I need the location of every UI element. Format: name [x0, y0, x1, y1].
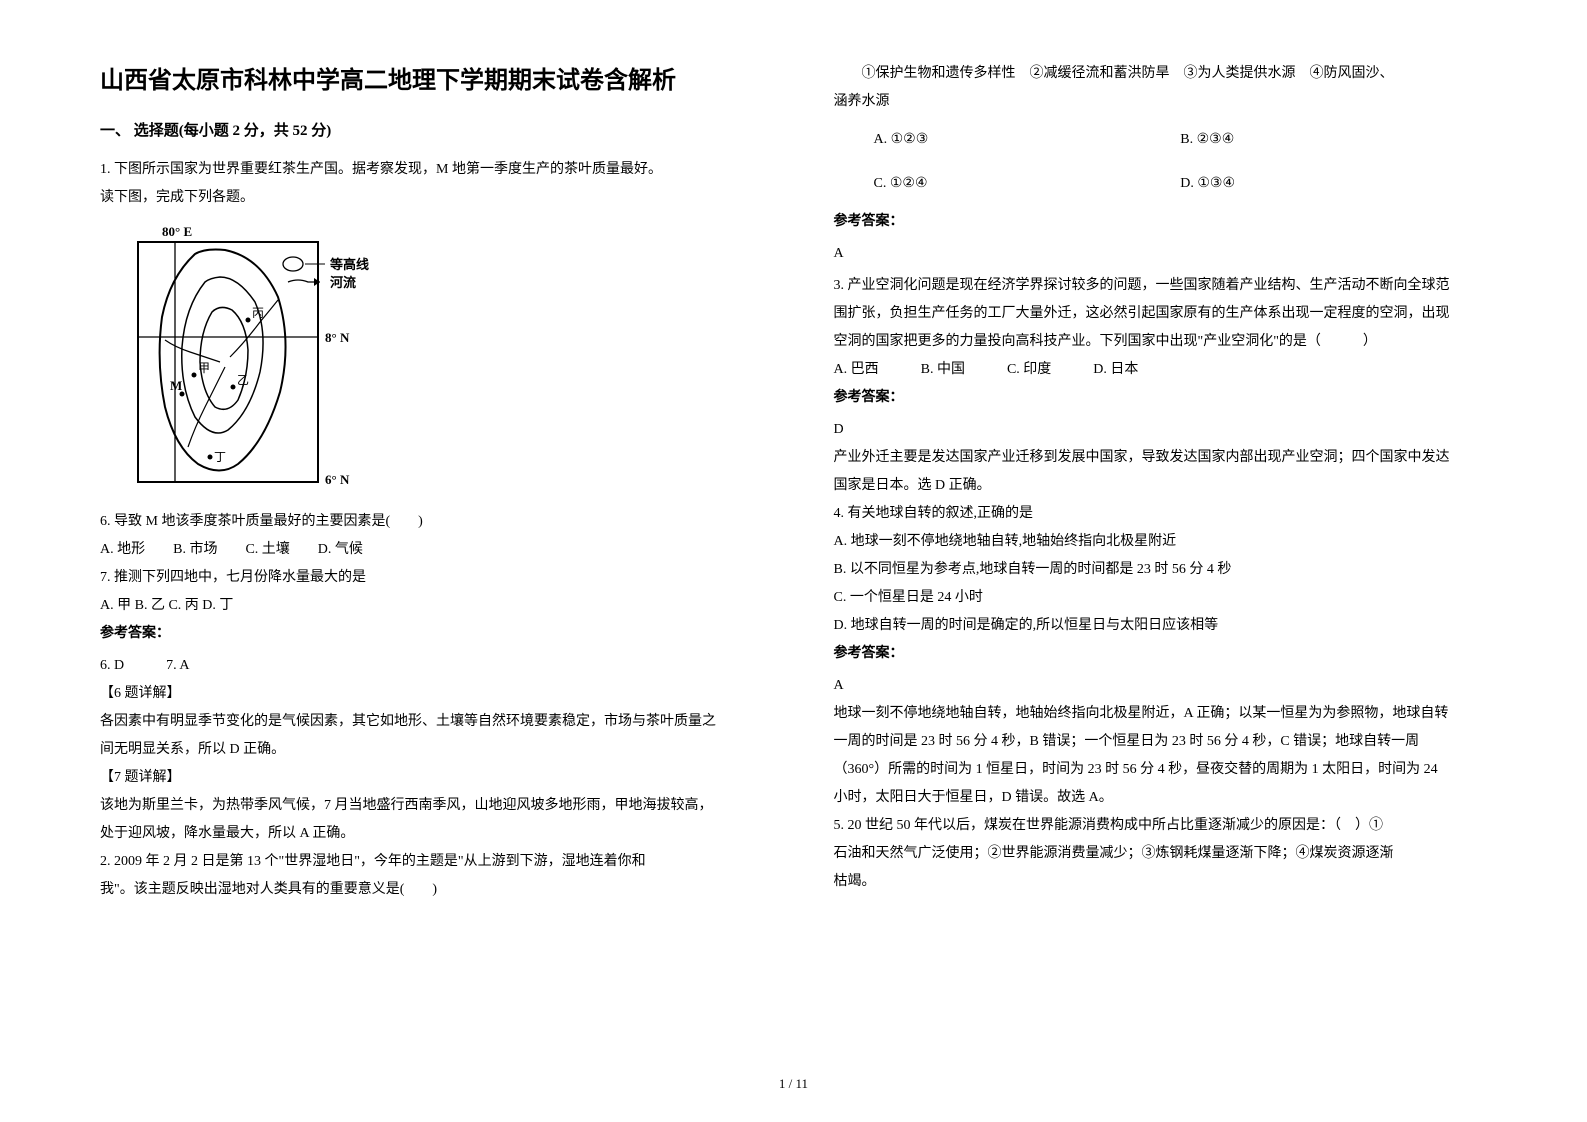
right-column: ①保护生物和遗传多样性 ②减缓径流和蓄洪防旱 ③为人类提供水源 ④防风固沙、 涵…	[834, 60, 1488, 1082]
label-80e: 80° E	[162, 224, 192, 239]
q4-d: D. 地球自转一周的时间是确定的,所以恒星日与太阳日应该相等	[834, 612, 1488, 640]
exp4-4: 小时，太阳日大于恒星日，D 错误。故选 A。	[834, 784, 1488, 812]
q1-intro-1: 1. 下图所示国家为世界重要红茶生产国。据考察发现，M 地第一季度生产的茶叶质量…	[100, 156, 754, 184]
q2-1: 2. 2009 年 2 月 2 日是第 13 个"世界湿地日"，今年的主题是"从…	[100, 848, 754, 876]
exp7-1: 该地为斯里兰卡，为热带季风气候，7 月当地盛行西南季风，山地迎风坡多地形雨，甲地…	[100, 792, 754, 820]
q6-options: A. 地形 B. 市场 C. 土壤 D. 气候	[100, 536, 754, 564]
q2-2: 我"。该主题反映出湿地对人类具有的重要意义是( )	[100, 876, 754, 904]
exp4-1: 地球一刻不停地绕地轴自转，地轴始终指向北极星附近，A 正确；以某一恒星为为参照物…	[834, 700, 1488, 728]
page-number: 1 / 11	[779, 1076, 808, 1092]
mark-m: M	[170, 378, 182, 393]
exp4-2: 一周的时间是 23 时 56 分 4 秒，B 错误；一个恒星日为 23 时 56…	[834, 728, 1488, 756]
exp7-label: 【7 题详解】	[100, 764, 754, 792]
answer-4: A	[834, 672, 1488, 700]
q1-intro-2: 读下图，完成下列各题。	[100, 184, 754, 212]
answer-2: A	[834, 240, 1488, 268]
legend-contour: 等高线	[329, 257, 369, 272]
exp3-2: 国家是日本。选 D 正确。	[834, 472, 1488, 500]
q3-1: 3. 产业空洞化问题是现在经济学界探讨较多的问题，一些国家随着产业结构、生产活动…	[834, 272, 1488, 300]
q2-opt-c: C. ①②④	[874, 170, 1181, 198]
q4-b: B. 以不同恒星为参考点,地球自转一周的时间都是 23 时 56 分 4 秒	[834, 556, 1488, 584]
q5-1: 5. 20 世纪 50 年代以后，煤炭在世界能源消费构成中所占比重逐渐减少的原因…	[834, 812, 1488, 840]
section-header: 一、 选择题(每小题 2 分，共 52 分)	[100, 119, 754, 140]
q2-options-row-2: C. ①②④ D. ①③④	[834, 170, 1488, 198]
q2-opt-d: D. ①③④	[1180, 170, 1487, 198]
q4-a: A. 地球一刻不停地绕地轴自转,地轴始终指向北极星附近	[834, 528, 1488, 556]
exp6-label: 【6 题详解】	[100, 680, 754, 708]
mark-yi: 乙	[237, 373, 249, 387]
ref-answer-label-2: 参考答案：	[834, 208, 1488, 236]
exp6-2: 间无明显关系，所以 D 正确。	[100, 736, 754, 764]
mark-bing: 丙	[252, 306, 264, 320]
q2-opts-intro-2: 涵养水源	[834, 88, 1488, 116]
answer-3: D	[834, 416, 1488, 444]
exp7-2: 处于迎风坡，降水量最大，所以 A 正确。	[100, 820, 754, 848]
q4: 4. 有关地球自转的叙述,正确的是	[834, 500, 1488, 528]
page-title: 山西省太原市科林中学高二地理下学期期末试卷含解析	[100, 60, 754, 95]
ref-answer-label-1: 参考答案：	[100, 620, 754, 648]
mark-jia: 甲	[198, 361, 210, 375]
q7-options: A. 甲 B. 乙 C. 丙 D. 丁	[100, 592, 754, 620]
q7: 7. 推测下列四地中，七月份降水量最大的是	[100, 564, 754, 592]
label-8n: 8° N	[325, 330, 350, 345]
label-6n: 6° N	[325, 472, 350, 487]
left-column: 山西省太原市科林中学高二地理下学期期末试卷含解析 一、 选择题(每小题 2 分，…	[100, 60, 754, 1082]
exp6-1: 各因素中有明显季节变化的是气候因素，其它如地形、土壤等自然环境要素稳定，市场与茶…	[100, 708, 754, 736]
legend-river: 河流	[330, 275, 356, 290]
q3-3: 空洞的国家把更多的力量投向高科技产业。下列国家中出现"产业空洞化"的是（ ）	[834, 328, 1488, 356]
q5-2: 石油和天然气广泛使用；②世界能源消费量减少；③炼钢耗煤量逐渐下降；④煤炭资源逐渐	[834, 840, 1488, 868]
q2-opts-intro-1: ①保护生物和遗传多样性 ②减缓径流和蓄洪防旱 ③为人类提供水源 ④防风固沙、	[834, 60, 1488, 88]
q2-opt-a: A. ①②③	[874, 126, 1181, 154]
exp4-3: （360°）所需的时间为 1 恒星日，时间为 23 时 56 分 4 秒，昼夜交…	[834, 756, 1488, 784]
q6: 6. 导致 M 地该季度茶叶质量最好的主要因素是( )	[100, 508, 754, 536]
q3-2: 围扩张，负担生产任务的工厂大量外迁，这必然引起国家原有的生产体系出现一定程度的空…	[834, 300, 1488, 328]
map-diagram: 80° E 8° N 6° N M 甲	[120, 222, 754, 492]
ref-answer-label-3: 参考答案：	[834, 384, 1488, 412]
q4-c: C. 一个恒星日是 24 小时	[834, 584, 1488, 612]
answer-6-7: 6. D 7. A	[100, 652, 754, 680]
q5-3: 枯竭。	[834, 868, 1488, 896]
ref-answer-label-4: 参考答案：	[834, 640, 1488, 668]
q2-options-row-1: A. ①②③ B. ②③④	[834, 126, 1488, 154]
q2-opt-b: B. ②③④	[1180, 126, 1487, 154]
mark-ding: 丁	[214, 450, 226, 464]
exp3-1: 产业外迁主要是发达国家产业迁移到发展中国家，导致发达国家内部出现产业空洞；四个国…	[834, 444, 1488, 472]
q3-options: A. 巴西 B. 中国 C. 印度 D. 日本	[834, 356, 1488, 384]
